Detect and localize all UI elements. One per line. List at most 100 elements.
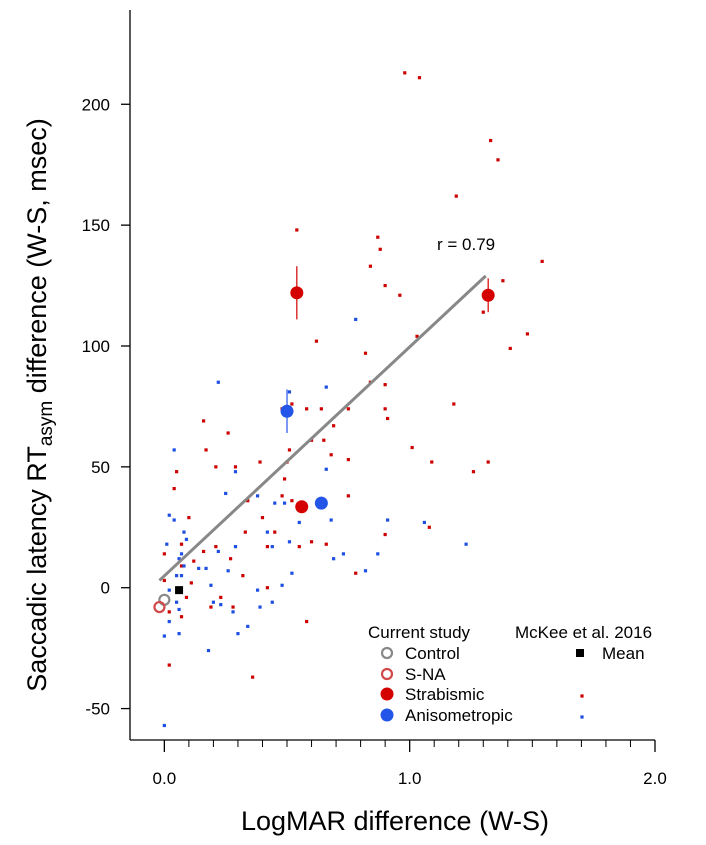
point: [403, 71, 407, 75]
point: [363, 351, 368, 355]
legend-symbol: [580, 694, 584, 698]
point: [172, 487, 176, 491]
point: [383, 407, 387, 411]
point: [290, 402, 294, 406]
point: [177, 607, 181, 612]
point: [540, 259, 544, 263]
point: [233, 470, 238, 474]
point: [231, 605, 235, 609]
point: [270, 600, 274, 604]
x-axis-label: LogMAR difference (W-S): [241, 806, 549, 836]
point: [376, 235, 380, 239]
point: [280, 494, 284, 498]
point: [167, 610, 171, 614]
point: [410, 445, 414, 450]
point: [209, 583, 213, 587]
point: [305, 407, 309, 411]
point: [270, 545, 274, 549]
x-tick-label: 2.0: [643, 769, 667, 788]
point: [471, 470, 476, 474]
point: [309, 540, 314, 544]
legend-title: McKee et al. 2016: [515, 623, 652, 642]
point: [167, 588, 171, 592]
point: [287, 448, 292, 452]
point: [175, 600, 179, 604]
point: [398, 293, 402, 297]
point: [255, 588, 260, 592]
point: [167, 513, 171, 517]
point: [179, 542, 184, 546]
point: [273, 501, 277, 505]
point: [501, 279, 505, 283]
point: [329, 453, 333, 457]
point: [179, 615, 184, 619]
point: [228, 557, 233, 561]
point: [219, 603, 223, 607]
point: [422, 520, 426, 525]
y-tick-label: 50: [91, 458, 110, 477]
point: [430, 460, 434, 464]
point: [189, 581, 193, 585]
point: [273, 530, 277, 534]
point: [346, 407, 350, 411]
point: [385, 416, 390, 421]
point: [319, 407, 323, 411]
y-tick-label: 200: [82, 95, 110, 114]
point: [341, 552, 346, 556]
point: [246, 624, 250, 628]
point: [354, 317, 358, 322]
point: [179, 564, 184, 568]
point: [314, 339, 319, 343]
y-axis-label: Saccadic latency RTasym difference (W-S,…: [22, 118, 57, 692]
point: [243, 530, 247, 534]
point: [162, 578, 166, 583]
point: [481, 288, 495, 302]
point: [177, 632, 181, 636]
point: [297, 520, 301, 525]
y-label-subscript: asym: [36, 401, 57, 446]
legend-label: S-NA: [405, 665, 446, 684]
point: [295, 500, 309, 514]
point: [175, 574, 179, 578]
point: [525, 332, 530, 336]
point: [280, 404, 294, 418]
point: [258, 605, 262, 609]
point: [226, 431, 230, 435]
point: [162, 634, 166, 638]
point: [427, 525, 431, 529]
point: [464, 542, 468, 546]
point: [233, 465, 238, 469]
point: [184, 537, 189, 541]
point: [204, 566, 208, 570]
point: [290, 499, 294, 503]
point: [236, 632, 240, 636]
legend-title: Current study: [368, 623, 471, 642]
point: [486, 460, 490, 464]
point: [175, 470, 179, 474]
point: [172, 518, 176, 522]
point: [363, 569, 368, 573]
point: [258, 460, 262, 464]
point: [496, 158, 500, 162]
point: [290, 571, 294, 575]
point: [172, 448, 176, 452]
point: [177, 557, 181, 561]
point: [197, 566, 201, 570]
point: [297, 545, 301, 549]
point: [214, 545, 218, 549]
fit-line: [158, 274, 487, 582]
point: [489, 138, 493, 143]
point: [265, 586, 269, 590]
point: [201, 549, 206, 554]
point: [167, 619, 171, 624]
point: [385, 518, 390, 522]
point: [322, 438, 326, 442]
legend-label: Control: [405, 644, 460, 663]
y-tick-label: 150: [82, 216, 110, 235]
point: [383, 532, 387, 537]
point: [175, 586, 184, 595]
point: [287, 390, 292, 394]
point: [179, 552, 184, 556]
legend-symbol: [380, 646, 394, 660]
